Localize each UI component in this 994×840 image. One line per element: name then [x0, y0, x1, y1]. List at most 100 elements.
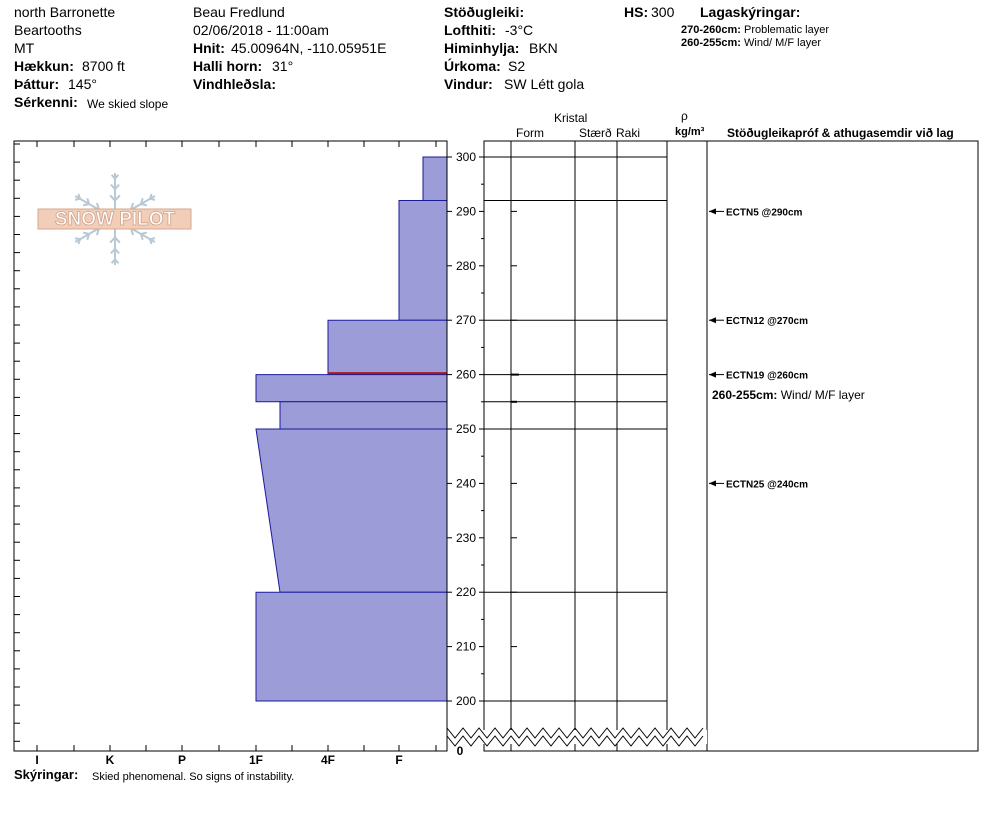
- test-arrow-head: [709, 317, 716, 324]
- zigzag-line: [446, 734, 704, 747]
- slope-label: Halli horn:: [193, 58, 263, 74]
- elevation-value: 8700 ft: [82, 58, 125, 74]
- depth-tick-label: 240: [456, 476, 476, 490]
- snowflake-branch: [77, 238, 81, 245]
- logo-banner: [37, 208, 192, 230]
- hardness-tick-label: P: [178, 753, 186, 767]
- axis-break: [446, 726, 707, 747]
- stability-test-label: ECTN25 @240cm: [726, 479, 808, 490]
- aspect-label: Þáttur:: [14, 76, 60, 92]
- snowflake-branch: [109, 236, 116, 244]
- features-label: Sérkenni:: [14, 94, 78, 110]
- air-temp-label: Lofthiti:: [444, 22, 497, 38]
- air-temp-value: -3°C: [505, 22, 534, 38]
- hardness-layer: [255, 428, 448, 593]
- hs-value: 300: [651, 4, 675, 20]
- hardness-tick-label: 4F: [321, 753, 335, 767]
- snowflake-branch: [149, 193, 153, 200]
- snowflake-branch: [109, 194, 116, 202]
- depth-tick-label: 280: [456, 259, 476, 273]
- sky-label: Himinhylja:: [444, 40, 520, 56]
- profile-table-frame: [483, 140, 979, 752]
- observer-name: Beau Fredlund: [193, 4, 285, 20]
- layer-note: 260-255cm: Wind/ M/F layer: [681, 37, 821, 49]
- plot-frames: [13, 140, 979, 752]
- snowflake-branch: [110, 248, 116, 255]
- depth-tick-label: 230: [456, 531, 476, 545]
- hardness-axis-labels: I K P 1F 4F F: [35, 753, 402, 767]
- hardness-tick-label: 1F: [249, 753, 263, 767]
- layer-comment-range: 260-255cm:: [712, 388, 778, 402]
- snowflake-branch: [86, 233, 91, 241]
- snowflake-branch: [74, 197, 81, 201]
- layer-note: 270-260cm: Problematic layer: [681, 24, 829, 36]
- coords-value: 45.00964N, -110.05951E: [231, 40, 387, 56]
- comments-label: Skýringar:: [14, 767, 79, 782]
- depth-tick-label: 260: [456, 368, 476, 382]
- size-header: Stærð: [579, 126, 612, 140]
- snowflake-branch: [110, 183, 116, 190]
- layer-note-text: Problematic layer: [744, 24, 829, 36]
- state: MT: [14, 40, 35, 56]
- hardness-profile: [255, 156, 448, 702]
- snowflake-branch: [114, 194, 121, 202]
- stability-test-label: ECTN12 @270cm: [726, 316, 808, 327]
- hardness-plot-frame: [13, 140, 448, 752]
- crystal-header: Kristal: [554, 111, 588, 125]
- snowflake-branch: [140, 231, 148, 235]
- stability-test-label: ECTN5 @290cm: [726, 207, 803, 218]
- snowpilot-logo: SNOW PILOT: [37, 173, 192, 265]
- test-arrow-head: [709, 371, 716, 378]
- precip-value: S2: [508, 58, 526, 74]
- layer-comment-text: Wind/ M/F layer: [780, 388, 865, 402]
- aspect-value: 145°: [68, 76, 97, 92]
- wind-label: Vindur:: [444, 76, 493, 92]
- elevation-label: Hækkun:: [14, 58, 74, 74]
- snowflake-branch: [140, 203, 148, 207]
- stability-label: Stöðugleiki:: [444, 4, 525, 20]
- snowflake-branch: [114, 248, 120, 255]
- snowflake-branch: [86, 197, 91, 205]
- depth-tick-label: 290: [456, 204, 476, 218]
- snowflake-branch: [114, 258, 120, 264]
- wind-value: SW Létt gola: [504, 76, 585, 92]
- hardness-layer: [255, 591, 448, 702]
- depth-tick-label: 270: [456, 313, 476, 327]
- location-name: north Barronette: [14, 4, 116, 20]
- layer-notes-title: Lagaskýringar:: [700, 4, 801, 20]
- test-arrow-head: [709, 208, 716, 215]
- hardness-layer: [327, 319, 448, 376]
- stability-tests: ECTN5 @290cm ECTN12 @270cm ECTN19 @260cm EC…: [709, 207, 808, 490]
- tests-header: Stöðugleikapróf & athugasemdir við lag: [727, 126, 954, 140]
- mountain-range: Beartooths: [14, 22, 82, 38]
- snowflake-branch: [114, 236, 121, 244]
- hardness-layer: [279, 401, 448, 430]
- precip-label: Úrkoma:: [444, 58, 501, 74]
- layer-note-range: 260-255cm:: [681, 37, 741, 49]
- slope-value: 31°: [272, 58, 294, 74]
- depth-zero-label: 0: [457, 744, 464, 758]
- wind-loading-label: Vindhleðsla:: [193, 76, 276, 92]
- zigzag-line: [446, 726, 704, 739]
- snowflake-branch: [110, 174, 116, 180]
- moisture-header: Raki: [616, 126, 641, 140]
- layer-note-range: 270-260cm:: [681, 24, 741, 36]
- hardness-layer: [255, 374, 448, 403]
- layer-grid: [484, 156, 667, 702]
- snowflake-branch: [114, 183, 120, 190]
- snowflake-branch: [139, 197, 144, 205]
- depth-tick-label: 300: [456, 150, 476, 164]
- snowflake-branch: [82, 203, 90, 207]
- stability-test-label: ECTN19 @260cm: [726, 371, 808, 382]
- depth-tick-label: 250: [456, 422, 476, 436]
- layer-comment: 260-255cm: Wind/ M/F layer: [712, 388, 865, 402]
- depth-tick-label: 220: [456, 585, 476, 599]
- hs-label: HS:: [624, 4, 649, 20]
- hardness-tick-label: K: [106, 753, 115, 767]
- depth-tick-label: 210: [456, 640, 476, 654]
- snowflake-branch: [139, 233, 144, 241]
- comments-value: Skied phenomenal. So signs of instabilit…: [92, 771, 295, 783]
- hardness-layer: [398, 200, 448, 321]
- density-unit-header: kg/m³: [675, 126, 705, 138]
